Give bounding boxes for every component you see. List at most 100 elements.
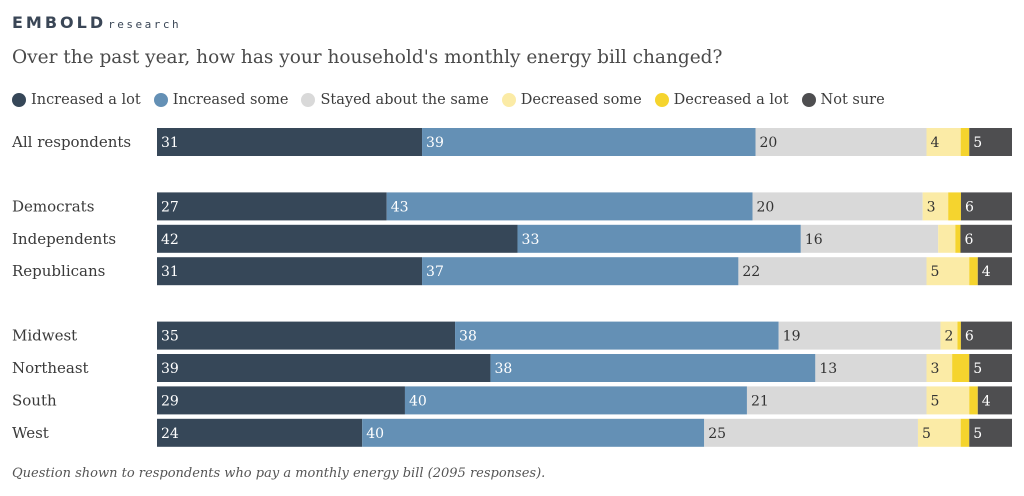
legend-item-increased-a-lot: Increased a lot [12,92,141,108]
legend-item-not-sure: Not sure [801,92,885,108]
bar-all-respondents-not-sure [969,128,1012,156]
data-label-south-not-sure: 4 [982,393,991,409]
legend-item-decreased-a-lot: Decreased a lot [654,92,789,108]
legend-label-decreased-a-lot: Decreased a lot [673,92,789,108]
bar-republicans-increased-some [422,257,739,286]
data-label-midwest-increased-some: 38 [459,329,477,345]
bar-all-respondents-increased-a-lot [157,128,423,156]
legend-swatch-increased-some [153,93,168,107]
bar-midwest-increased-some [455,321,779,350]
bar-republicans-stayed-about-the-same [738,257,927,286]
bar-northeast-decreased-a-lot [952,354,970,382]
data-label-republicans-not-sure: 4 [982,264,991,280]
legend-swatch-decreased-some [501,93,516,107]
legend-item-stayed-about-the-same: Stayed about the same [301,92,489,108]
data-label-midwest-increased-a-lot: 35 [161,329,179,345]
bar-northeast-increased-a-lot [157,354,491,382]
bar-democrats-not-sure [960,192,1012,221]
row-label-independents: Independents [12,230,116,248]
bar-south-decreased-a-lot [969,386,978,415]
row-label-midwest: Midwest [12,327,77,345]
legend-label-decreased-some: Decreased some [520,92,642,108]
bar-northeast-increased-some [490,354,816,382]
bar-all-respondents-stayed-about-the-same [755,128,927,156]
data-label-all-respondents-not-sure: 5 [973,135,982,151]
bar-west-decreased-some [917,418,961,447]
data-label-west-increased-some: 40 [366,426,384,442]
row-label-democrats: Democrats [12,197,94,215]
bar-south-increased-a-lot [157,386,405,415]
data-label-all-respondents-increased-some: 39 [426,135,444,151]
data-label-republicans-decreased-some: 5 [931,264,940,280]
bar-all-respondents-decreased-some [926,128,961,156]
data-label-independents-not-sure: 6 [964,232,973,248]
data-label-midwest-stayed-about-the-same: 19 [783,329,801,345]
data-label-south-decreased-some: 5 [931,393,940,409]
bar-south-stayed-about-the-same [746,386,927,415]
data-label-west-not-sure: 5 [973,426,982,442]
brand-name: EMBOLD [12,13,107,32]
bar-west-increased-some [362,418,705,447]
legend-label-increased-a-lot: Increased a lot [31,92,141,108]
data-label-west-decreased-some: 5 [922,426,931,442]
bar-south-decreased-some [926,386,970,415]
bar-south-increased-some [404,386,747,415]
data-label-democrats-decreased-some: 3 [927,199,936,215]
bar-west-stayed-about-the-same [704,418,918,447]
data-label-democrats-increased-a-lot: 27 [161,199,179,215]
data-label-northeast-decreased-some: 3 [931,361,940,377]
bar-south-not-sure [977,386,1012,415]
data-label-all-respondents-increased-a-lot: 31 [161,135,179,151]
data-label-northeast-stayed-about-the-same: 13 [819,361,837,377]
bar-all-respondents-decreased-a-lot [960,128,970,156]
legend-label-increased-some: Increased some [172,92,289,108]
bar-republicans-increased-a-lot [157,257,423,286]
brand-logo: EMBOLD research [12,13,181,32]
row-label-all-respondents: All respondents [11,133,131,151]
data-label-west-stayed-about-the-same: 25 [708,426,726,442]
data-label-republicans-increased-a-lot: 31 [161,264,179,280]
data-label-democrats-not-sure: 6 [965,199,974,215]
data-label-democrats-stayed-about-the-same: 20 [757,199,775,215]
bar-democrats-decreased-some [922,192,949,221]
bar-northeast-stayed-about-the-same [815,354,927,382]
legend-swatch-increased-a-lot [12,93,26,107]
data-label-west-increased-a-lot: 24 [161,426,179,442]
chart-legend: Increased a lot Increased some Stayed abou… [12,92,898,108]
bar-independents-decreased-a-lot [955,224,961,253]
bar-midwest-decreased-a-lot [957,321,961,350]
bar-west-decreased-a-lot [960,418,970,447]
bar-democrats-increased-some [386,192,753,221]
data-label-independents-stayed-about-the-same: 16 [805,232,823,248]
bar-independents-not-sure [960,224,1012,253]
legend-swatch-not-sure [801,93,816,107]
bar-west-not-sure [969,418,1012,447]
bar-midwest-increased-a-lot [157,321,456,350]
data-label-democrats-increased-some: 43 [391,199,409,215]
data-label-midwest-decreased-some: 2 [944,329,953,345]
data-label-midwest-not-sure: 6 [965,329,974,345]
legend-item-decreased-some: Decreased some [501,92,642,108]
data-label-south-increased-a-lot: 29 [161,393,179,409]
row-label-south: South [12,391,57,409]
bar-independents-increased-a-lot [157,224,518,253]
bar-independents-increased-some [517,224,801,253]
bar-northeast-decreased-some [926,354,953,382]
data-label-all-respondents-stayed-about-the-same: 20 [760,135,778,151]
bar-west-increased-a-lot [157,418,363,447]
data-label-republicans-stayed-about-the-same: 22 [742,264,760,280]
data-label-south-increased-some: 40 [409,393,427,409]
legend-label-not-sure: Not sure [820,92,885,108]
data-label-all-respondents-decreased-some: 4 [931,135,940,151]
bar-democrats-increased-a-lot [157,192,387,221]
row-label-northeast: Northeast [12,359,89,377]
bar-midwest-not-sure [960,321,1012,350]
legend-swatch-stayed-about-the-same [301,93,316,107]
data-label-south-stayed-about-the-same: 21 [751,393,769,409]
row-label-republicans: Republicans [12,262,105,280]
bar-democrats-decreased-a-lot [948,192,961,221]
bar-independents-stayed-about-the-same [800,224,939,253]
data-label-northeast-not-sure: 5 [973,361,982,377]
legend-label-stayed-about-the-same: Stayed about the same [320,92,489,108]
